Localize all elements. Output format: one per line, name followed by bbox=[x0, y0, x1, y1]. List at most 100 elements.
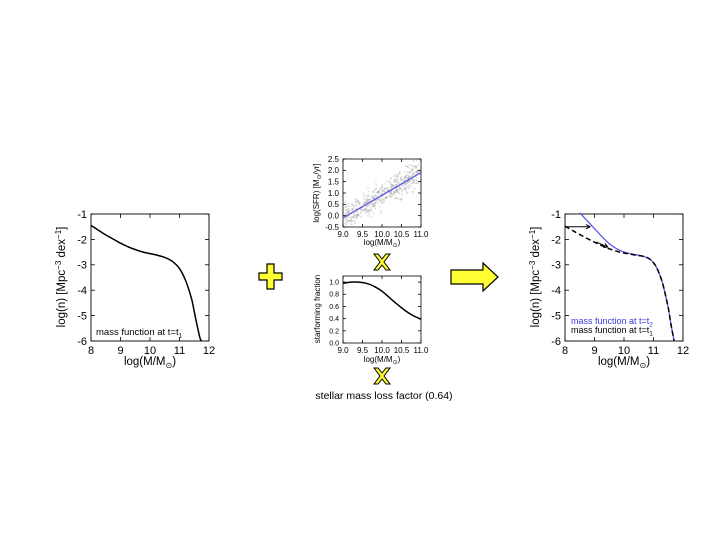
scatter-point bbox=[390, 186, 393, 188]
scatter-point bbox=[371, 197, 374, 199]
scatter-point bbox=[372, 203, 375, 205]
scatter-point bbox=[417, 164, 420, 167]
y-tick-label: -6 bbox=[77, 336, 87, 348]
scatter-point bbox=[354, 200, 357, 203]
scatter-point bbox=[396, 175, 398, 178]
scatter-point bbox=[354, 198, 357, 201]
scatter-point bbox=[400, 188, 403, 191]
scatter-point bbox=[382, 201, 385, 204]
left-y-axis-label: log(n) [Mpc−3 dex−1] bbox=[54, 227, 68, 328]
scatter-point bbox=[370, 209, 373, 212]
scatter-point bbox=[344, 206, 346, 208]
scatter-point bbox=[407, 187, 410, 190]
scatter-point bbox=[365, 200, 367, 203]
scatter-point bbox=[375, 184, 378, 186]
scatter-point bbox=[392, 190, 395, 192]
scatter-point bbox=[374, 204, 376, 207]
scatter-point bbox=[415, 170, 418, 173]
scatter-point bbox=[373, 197, 375, 200]
scatter-point bbox=[366, 198, 368, 201]
scatter-point bbox=[403, 176, 405, 179]
scatter-point bbox=[381, 190, 384, 192]
scatter-point bbox=[348, 207, 350, 210]
scatter-point bbox=[412, 180, 415, 183]
scatter-point bbox=[351, 208, 353, 210]
scatter-point bbox=[383, 188, 386, 190]
scatter-point bbox=[390, 195, 392, 197]
y-tick-label: 1.5 bbox=[328, 177, 340, 186]
scatter-point bbox=[409, 175, 411, 178]
scatter-point bbox=[395, 180, 398, 183]
y-tick-label: -2 bbox=[551, 234, 561, 246]
scatter-point bbox=[399, 198, 401, 201]
scatter-point bbox=[412, 191, 415, 194]
scatter-point bbox=[415, 165, 417, 168]
scatter-point bbox=[352, 216, 355, 219]
scatter-point bbox=[407, 177, 409, 180]
scatter-point bbox=[348, 211, 351, 214]
scatter-point bbox=[344, 223, 347, 226]
scatter-point bbox=[352, 208, 354, 211]
y-tick-label: 0.6 bbox=[329, 304, 339, 311]
scatter-point bbox=[365, 205, 368, 208]
scatter-point bbox=[377, 199, 379, 202]
series-line bbox=[342, 281, 422, 320]
scatter-point bbox=[375, 199, 377, 202]
scatter-point bbox=[345, 212, 348, 215]
scatter-point bbox=[397, 173, 400, 176]
scatter-point bbox=[405, 189, 407, 192]
scatter-point bbox=[370, 215, 372, 218]
y-tick-label: 2.0 bbox=[328, 166, 340, 175]
scatter-point bbox=[369, 211, 372, 213]
scatter-point bbox=[405, 182, 407, 185]
y-tick-label: 0.8 bbox=[329, 292, 339, 299]
scatter-point bbox=[372, 197, 375, 200]
scatter-point bbox=[393, 179, 396, 182]
scatter-point bbox=[371, 195, 373, 198]
scatter-point bbox=[356, 210, 359, 213]
scatter-point bbox=[396, 190, 399, 193]
scatter-point bbox=[408, 171, 411, 173]
scatter-point bbox=[411, 190, 414, 193]
scatter-point bbox=[355, 199, 358, 201]
scatter-point bbox=[347, 211, 350, 213]
scatter-point bbox=[394, 178, 397, 181]
scatter-point bbox=[404, 187, 407, 190]
scatter-point bbox=[364, 201, 367, 204]
scatter-point bbox=[367, 200, 369, 203]
scatter-point bbox=[400, 187, 402, 189]
scatter-point bbox=[415, 171, 418, 174]
scatter-point bbox=[415, 166, 417, 169]
scatter-point bbox=[362, 202, 365, 205]
scatter-point bbox=[385, 187, 388, 190]
scatter-point bbox=[407, 180, 409, 183]
scatter-point bbox=[367, 186, 369, 189]
scatter-point bbox=[416, 169, 419, 172]
scatter-point bbox=[382, 189, 385, 192]
scatter-point bbox=[409, 171, 412, 173]
left-y-tick-labels: -1 -2 -3 -4 -5 -6 bbox=[77, 209, 87, 348]
scatter-point bbox=[387, 187, 390, 189]
scatter-point bbox=[399, 179, 402, 182]
scatter-point bbox=[395, 175, 397, 178]
y-tick-label: -5 bbox=[77, 310, 87, 322]
scatter-point bbox=[379, 198, 381, 201]
scatter-point bbox=[367, 194, 370, 197]
scatter-point bbox=[410, 168, 412, 171]
scatter-point bbox=[418, 170, 420, 173]
scatter-point bbox=[370, 198, 372, 201]
series-line bbox=[90, 224, 203, 342]
left-x-tick-labels: 8 9 10 11 12 bbox=[88, 345, 215, 357]
scatter-point bbox=[347, 211, 350, 214]
sf-y-axis-label: starforming fraction bbox=[313, 275, 322, 343]
scatter-point bbox=[395, 189, 398, 192]
x-tick-label: 9.0 bbox=[337, 230, 349, 239]
scatter-point bbox=[374, 194, 376, 196]
scatter-point bbox=[401, 190, 403, 193]
scatter-point bbox=[412, 181, 415, 184]
scatter-point bbox=[404, 188, 406, 191]
scatter-point bbox=[411, 170, 414, 173]
scatter-point bbox=[404, 175, 407, 178]
scatter-point bbox=[364, 211, 367, 214]
scatter-point bbox=[405, 176, 408, 179]
